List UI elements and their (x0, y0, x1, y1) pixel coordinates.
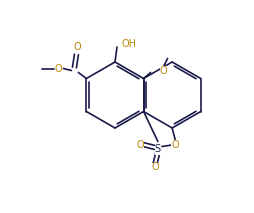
Text: O: O (151, 163, 159, 173)
Text: O: O (160, 66, 167, 75)
Text: O: O (74, 42, 81, 52)
Text: OH: OH (122, 39, 137, 49)
Text: S: S (155, 144, 161, 154)
Text: O: O (55, 63, 62, 73)
Text: O: O (136, 140, 144, 150)
Text: O: O (171, 140, 179, 150)
